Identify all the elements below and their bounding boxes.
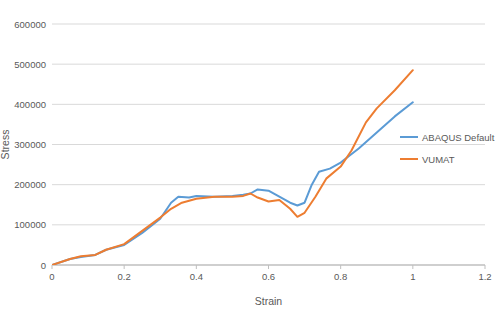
y-axis-label: Stress [0, 130, 11, 160]
legend-swatch [400, 136, 418, 138]
y-tick-label: 200000 [14, 179, 46, 190]
x-tick-label: 0.8 [334, 271, 347, 282]
x-tick-label: 0 [49, 271, 54, 282]
x-tick-label: 1 [410, 271, 415, 282]
y-tick-label: 400000 [14, 99, 46, 110]
x-tick [412, 265, 413, 269]
grid-line [52, 104, 485, 105]
x-tick [52, 265, 53, 269]
x-tick [340, 265, 341, 269]
legend-swatch [400, 158, 418, 160]
grid-line [52, 144, 485, 145]
grid-line [52, 64, 485, 65]
grid-line [52, 24, 485, 25]
legend: ABAQUS Default VUMAT [400, 132, 495, 165]
series-line [52, 70, 413, 265]
chart: 0 100000 200000 300000 400000 500000 600000 0 0.… [0, 0, 503, 319]
y-tick-label: 100000 [14, 219, 46, 230]
plot-area [52, 70, 413, 265]
x-tick-label: 0.2 [118, 271, 131, 282]
x-tick [196, 265, 197, 269]
legend-label: ABAQUS Default [422, 132, 495, 143]
background [0, 0, 503, 319]
x-axis-label: Strain [255, 295, 283, 307]
y-tick-label: 300000 [14, 139, 46, 150]
y-tick-label: 0 [41, 260, 46, 271]
x-tick-label: 1.2 [478, 271, 491, 282]
y-tick-label: 500000 [14, 59, 46, 70]
x-tick-label: 0.6 [262, 271, 275, 282]
y-tick-label: 600000 [14, 19, 46, 30]
x-tick [124, 265, 125, 269]
x-tick [268, 265, 269, 269]
series-line [52, 102, 413, 265]
x-tick [485, 265, 486, 269]
grid-line [52, 224, 485, 225]
grid-line [52, 184, 485, 185]
legend-label: VUMAT [422, 154, 455, 165]
x-tick-label: 0.4 [190, 271, 203, 282]
